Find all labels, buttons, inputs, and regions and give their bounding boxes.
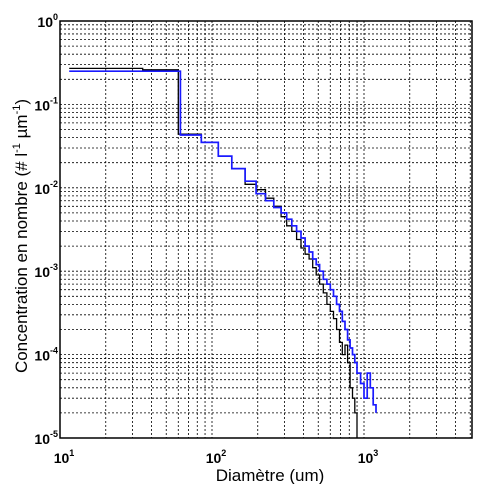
x-tick-label: 101 <box>54 448 75 466</box>
y-tick-label: 10-2 <box>34 179 58 197</box>
y-axis-label: Concentration en nombre (# l-1 µm-1) <box>11 99 31 373</box>
x-axis-label: Diamètre (um) <box>216 466 325 484</box>
y-tick-label: 10-5 <box>34 429 58 447</box>
series-line-1 <box>69 67 358 438</box>
series-line-2 <box>69 70 377 413</box>
y-axis-label-sup1: -1 <box>11 143 23 153</box>
y-tick-label: 10-1 <box>34 95 58 113</box>
data-series <box>69 67 377 438</box>
tick-labels: 101 102 103 10-5 10-4 10-3 10-2 10-1 100 <box>34 12 378 466</box>
y-axis-label-sup2: -1 <box>11 105 23 115</box>
y-axis-label-main: Concentration en nombre (# l <box>12 153 31 373</box>
plot-frame <box>59 20 473 439</box>
y-tick-label: 10-3 <box>34 262 58 280</box>
x-tick-label: 103 <box>358 448 379 466</box>
grid-lines <box>60 21 472 438</box>
y-tick-label: 100 <box>37 12 58 30</box>
x-tick-label: 102 <box>206 448 227 466</box>
y-axis-label-end: ) <box>12 99 31 105</box>
y-axis-label-mid: µm <box>12 114 31 143</box>
y-tick-label: 10-4 <box>34 346 58 364</box>
